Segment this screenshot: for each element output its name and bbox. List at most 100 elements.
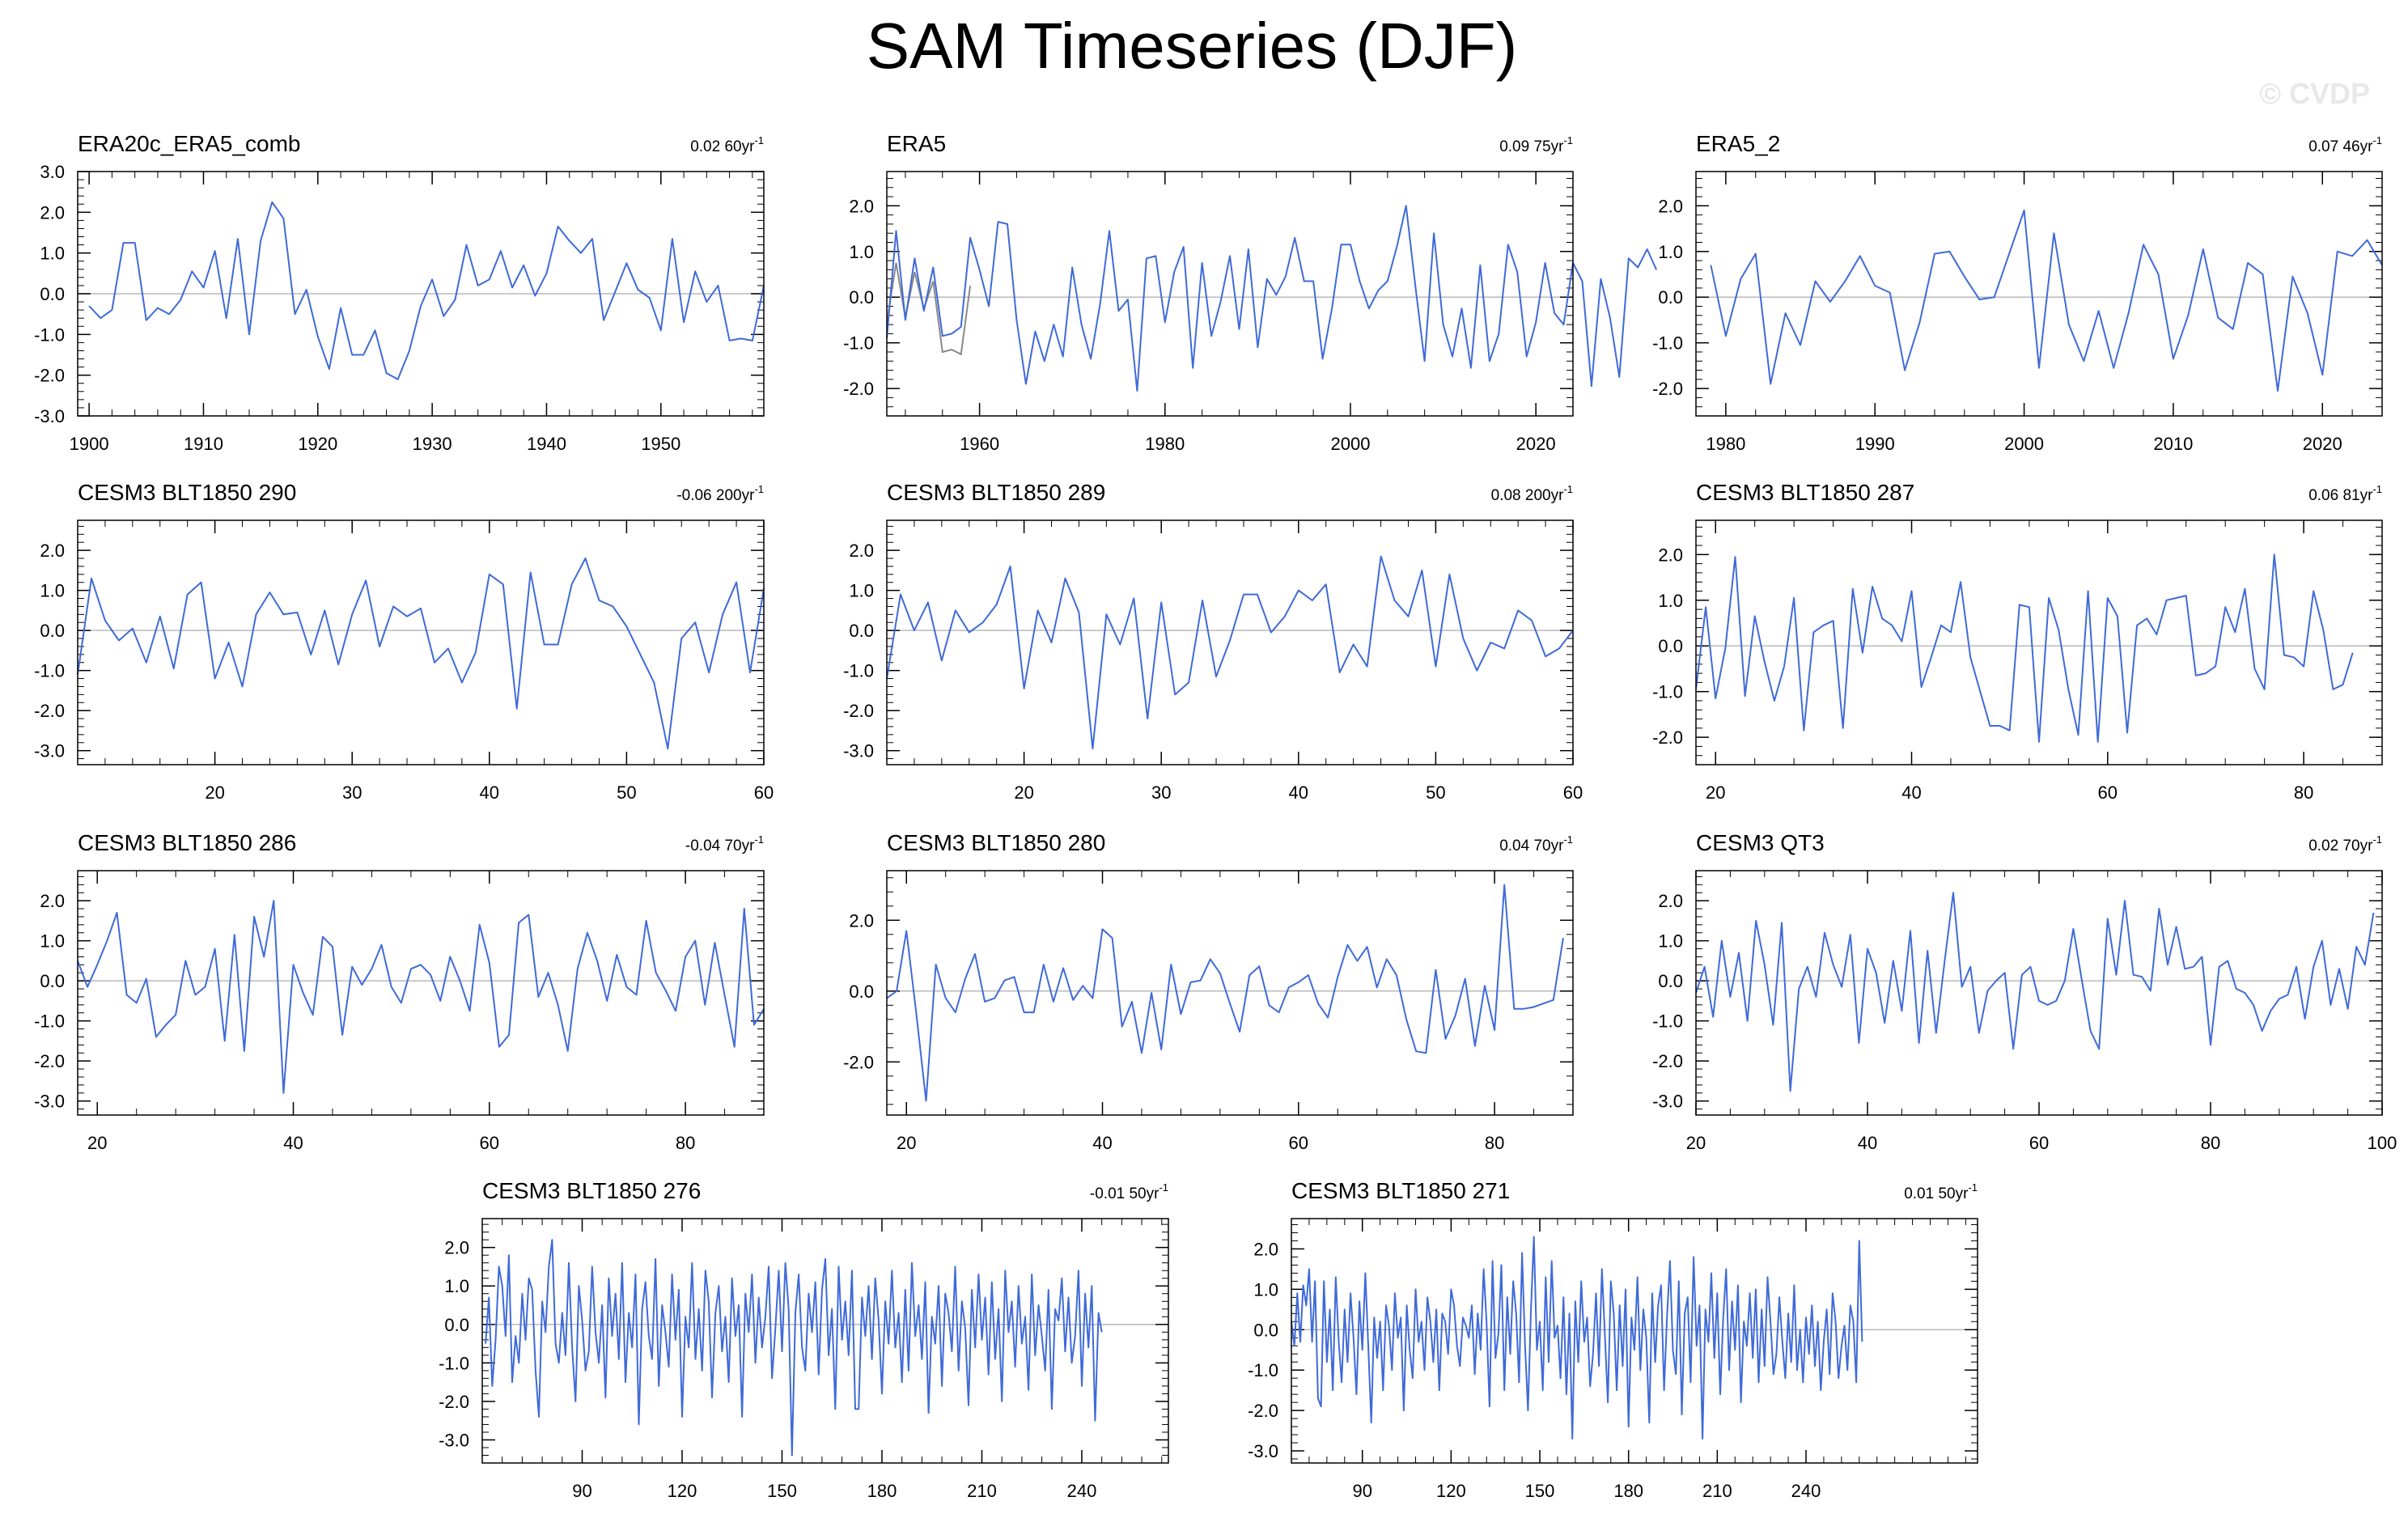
y-tick-label: 3.0 [40, 162, 65, 182]
x-tick-label: 1940 [527, 434, 566, 454]
x-tick-label: 80 [1485, 1133, 1504, 1153]
y-tick-label: 1.0 [1658, 931, 1683, 952]
panel-cesm3-blt1850-276: CESM3 BLT1850 276 -0.01 50yr-1 2.0 1.0 0.0 -1… [439, 1178, 1169, 1501]
trend-label: 0.01 50yr-1 [1904, 1181, 1978, 1202]
plot-frame [77, 171, 765, 417]
panel-title: ERA5_2 [1696, 131, 1780, 156]
trend-unit: -1 [1563, 134, 1573, 146]
y-tick-label: -3.0 [843, 741, 874, 761]
y-tick-label: -1.0 [1652, 1011, 1683, 1032]
x-tick-label: 2010 [2153, 434, 2193, 454]
plot-frame [77, 519, 765, 765]
x-tick-label: 60 [480, 1133, 499, 1153]
y-tick-label: 0.0 [849, 982, 874, 1002]
x-tick-label: 40 [1901, 782, 1921, 803]
panel-title: CESM3 BLT1850 286 [78, 830, 296, 855]
y-tick-label: 1.0 [849, 581, 874, 601]
y-tick-label: -3.0 [439, 1430, 469, 1450]
x-tick-label: 50 [1426, 782, 1445, 803]
plot-frame [1291, 1218, 1978, 1464]
panel-title: CESM3 BLT1850 290 [78, 480, 296, 505]
figure-title: SAM Timeseries (DJF) [867, 10, 1518, 82]
panel-era5: ERA5 0.09 75yr-1 2.0 1.0 0.0 -1.0 -2.0 1960 1980… [843, 131, 1658, 454]
y-tick-label: -2.0 [439, 1392, 469, 1412]
x-tick-label: 1990 [1855, 434, 1895, 454]
y-tick-label: 2.0 [40, 891, 65, 911]
plot-frame [481, 1218, 1169, 1464]
y-tick-label: 2.0 [1253, 1239, 1278, 1259]
trend-label: 0.02 70yr-1 [2308, 833, 2382, 854]
y-tick-label: 2.0 [849, 196, 874, 216]
series-line [77, 558, 765, 750]
x-tick-label: 2020 [1516, 434, 1556, 454]
x-tick-label: 1930 [413, 434, 452, 454]
panel-cesm3-blt1850-289: CESM3 BLT1850 289 0.08 200yr-1 2.0 1.0 0.0 -1… [843, 480, 1583, 803]
y-tick-label: -3.0 [1652, 1092, 1683, 1112]
series-line [886, 884, 1564, 1102]
series-line [1291, 1236, 1863, 1440]
x-tick-label: 1980 [1145, 434, 1185, 454]
y-tick-label: 1.0 [40, 244, 65, 264]
y-tick-label: -2.0 [843, 1052, 874, 1072]
x-tick-label: 180 [867, 1481, 897, 1501]
x-tick-label: 20 [1686, 1133, 1706, 1153]
y-tick-label: -2.0 [1652, 1051, 1683, 1071]
y-tick-label: 2.0 [1658, 196, 1683, 216]
trend-unit: -1 [2372, 483, 2382, 495]
y-tick-label: 1.0 [849, 242, 874, 262]
y-tick-label: 2.0 [1658, 891, 1683, 911]
x-tick-label: 210 [1702, 1481, 1732, 1501]
panel-title: ERA5 [887, 131, 946, 156]
x-tick-label: 20 [1014, 782, 1033, 803]
x-tick-label: 80 [2201, 1133, 2220, 1153]
panel-title: ERA20c_ERA5_comb [78, 131, 300, 156]
x-tick-label: 180 [1613, 1481, 1643, 1501]
trend-label: 0.07 46yr-1 [2308, 134, 2382, 155]
y-tick-label: 0.0 [40, 621, 65, 641]
x-tick-label: 20 [1706, 782, 1725, 803]
x-tick-label: 120 [668, 1481, 697, 1501]
y-tick-label: -1.0 [1652, 333, 1683, 354]
plot-frame [1695, 519, 2383, 765]
y-tick-label: -1.0 [34, 1011, 65, 1032]
y-tick-label: 0.0 [40, 284, 65, 304]
trend-unit: -1 [754, 483, 764, 495]
y-tick-label: 2.0 [40, 202, 65, 223]
panel-cesm3-blt1850-271: CESM3 BLT1850 271 0.01 50yr-1 2.0 1.0 0.0 -1.… [1248, 1178, 1978, 1501]
y-tick-label: 0.0 [1658, 287, 1683, 307]
x-tick-label: 80 [676, 1133, 695, 1153]
trend-label: 0.04 70yr-1 [1499, 833, 1573, 854]
x-tick-label: 40 [283, 1133, 303, 1153]
trend-label: 0.08 200yr-1 [1491, 483, 1573, 504]
x-tick-label: 210 [967, 1481, 997, 1501]
y-tick-label: -3.0 [34, 741, 65, 761]
trend-label: 0.02 60yr-1 [690, 134, 764, 155]
trend-unit: -1 [1563, 833, 1573, 846]
plot-frame [77, 870, 765, 1116]
y-tick-label: -3.0 [34, 406, 65, 426]
y-tick-label: -1.0 [1652, 682, 1683, 702]
y-tick-label: -2.0 [1248, 1401, 1278, 1421]
panel-cesm3-qt3: CESM3 QT3 0.02 70yr-1 2.0 1.0 0.0 -1.0 -2.0 -3.… [1652, 830, 2397, 1153]
x-tick-label: 30 [342, 782, 362, 803]
y-tick-label: -1.0 [439, 1353, 469, 1373]
panel-cesm3-blt1850-287: CESM3 BLT1850 287 0.06 81yr-1 2.0 1.0 0.0 -1.… [1652, 480, 2383, 803]
y-tick-label: 1.0 [40, 581, 65, 601]
panel-cesm3-blt1850-286: CESM3 BLT1850 286 -0.04 70yr-1 2.0 1.0 0.0 -1… [34, 830, 765, 1153]
x-tick-label: 60 [2098, 782, 2118, 803]
x-tick-label: 2000 [2004, 434, 2044, 454]
y-tick-label: -2.0 [1652, 727, 1683, 748]
y-tick-label: -1.0 [1248, 1360, 1278, 1380]
trend-unit: -1 [1563, 483, 1573, 495]
y-tick-label: -2.0 [34, 366, 65, 386]
watermark: © CVDP [2259, 77, 2370, 110]
x-tick-label: 2000 [1330, 434, 1370, 454]
trend-label: -0.01 50yr-1 [1090, 1181, 1168, 1202]
panel-title: CESM3 BLT1850 276 [482, 1178, 701, 1203]
panel-era20c-era5-comb: ERA20c_ERA5_comb 0.02 60yr-1 3.0 2.0 1.0 0.0 -… [34, 131, 765, 454]
x-tick-label: 40 [1289, 782, 1308, 803]
x-tick-label: 30 [1151, 782, 1171, 803]
y-tick-label: 2.0 [1658, 545, 1683, 565]
y-tick-label: -2.0 [34, 701, 65, 721]
x-tick-label: 1950 [641, 434, 680, 454]
